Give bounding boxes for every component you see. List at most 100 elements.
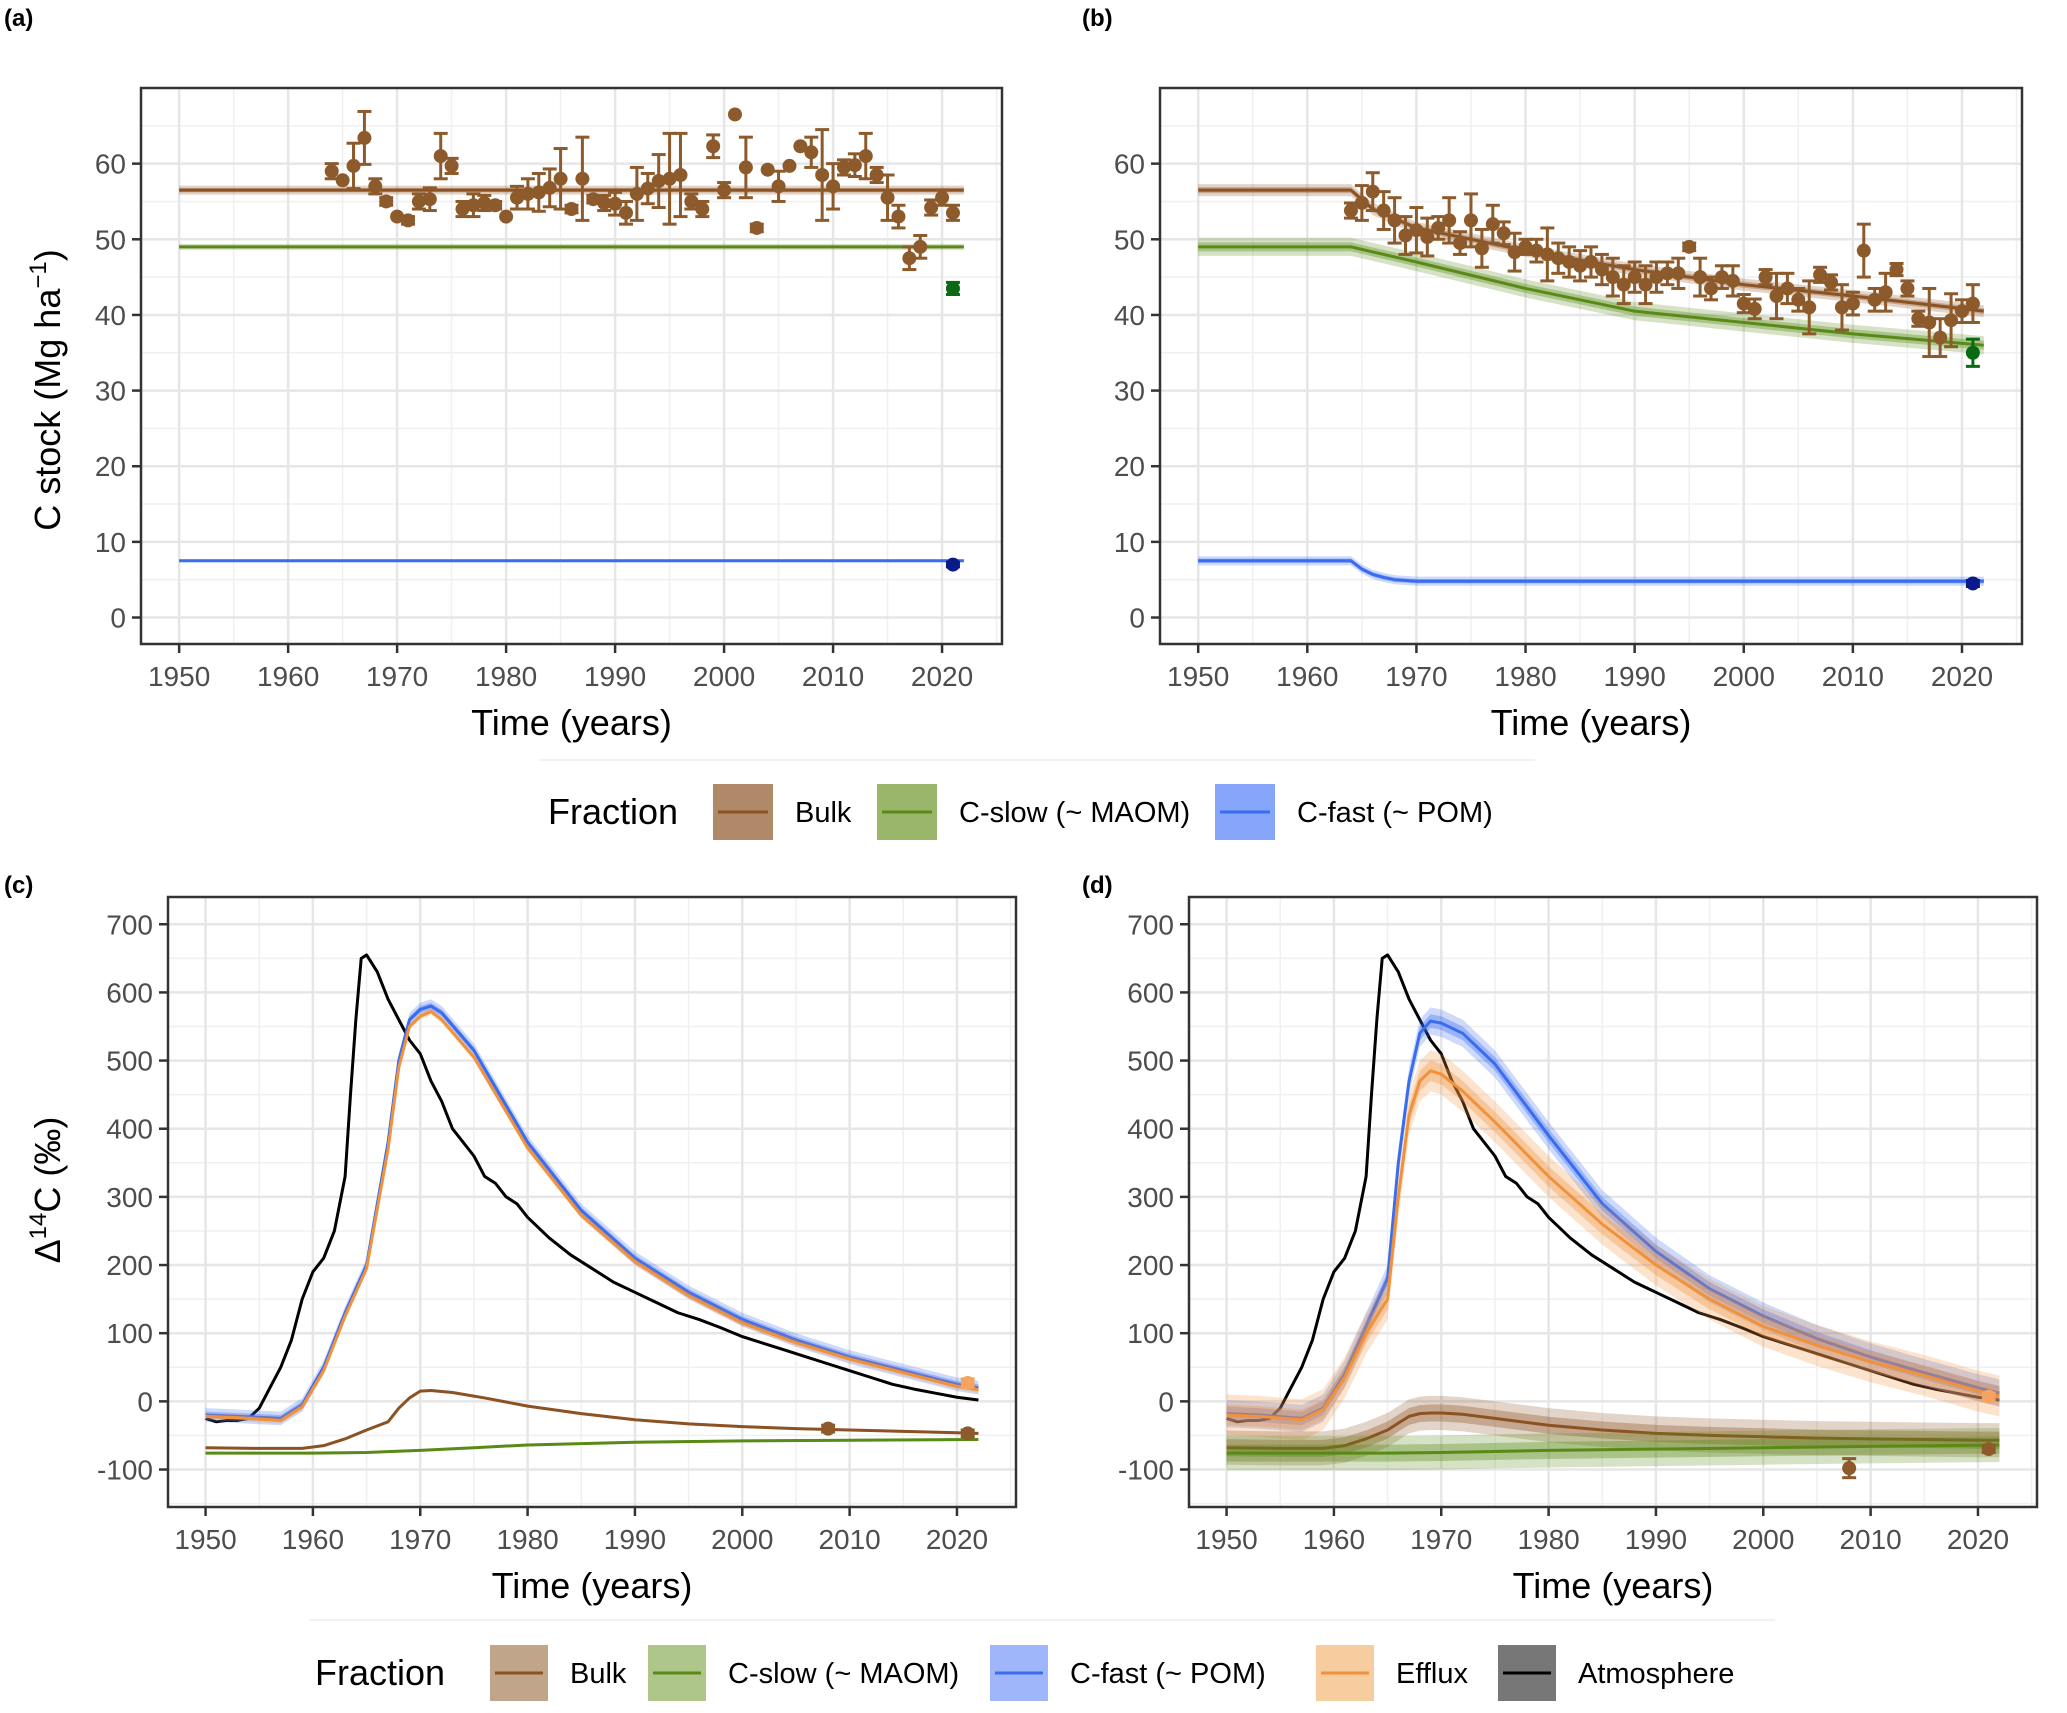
y-tick-label: 0 (137, 1386, 153, 1417)
data-point (960, 1375, 975, 1390)
data-point (821, 1421, 836, 1436)
y-axis-title-stock-close: ) (27, 249, 68, 261)
y-axis-title-d14c-rest: C (‰) (27, 1117, 68, 1213)
data-point (717, 183, 732, 198)
data-point (1671, 266, 1686, 281)
data-point (1474, 241, 1489, 256)
panel-a: 1950 1960 1970 1980 1990 2000 2010 2020 0 10 20 30 4… (95, 86, 1004, 743)
x-axis-title: Time (years) (492, 1565, 693, 1606)
series-band-c-slow-maom (1198, 237, 1984, 355)
data-point (1834, 300, 1849, 315)
data-point (945, 205, 960, 220)
legend-item-c-fast-pom: C-fast (~ POM) (990, 1645, 1266, 1701)
data-point (706, 139, 721, 154)
data-point (1682, 239, 1697, 254)
y-tick-label: 200 (1127, 1250, 1174, 1281)
y-tick-label: -100 (1118, 1455, 1174, 1486)
data-point (749, 220, 764, 235)
y-tick-label: 400 (106, 1114, 153, 1145)
series-line-c-slow-maom (1198, 245, 1984, 347)
panel-border (1187, 895, 2039, 1509)
data-point (1747, 301, 1762, 316)
series-c-fast-pom (1226, 1007, 2000, 1433)
y-tick-label: 10 (1114, 527, 1145, 558)
legend-item-atmosphere: Atmosphere (1498, 1645, 1734, 1701)
legend-title: Fraction (315, 1652, 445, 1693)
plot-background (168, 897, 1016, 1507)
data-point (1540, 247, 1555, 262)
data-point (673, 167, 688, 182)
data-point (1944, 313, 1959, 328)
data-point (1562, 254, 1577, 269)
data-point (597, 195, 612, 210)
data-point (662, 171, 677, 186)
data-point (1638, 277, 1653, 292)
y-tick-label: 30 (1114, 376, 1145, 407)
data-point (1594, 262, 1609, 277)
data-point (357, 130, 372, 145)
data-point (1867, 292, 1882, 307)
y-tick-label: 50 (95, 224, 126, 255)
y-tick-label: 60 (95, 149, 126, 180)
legend-label: Atmosphere (1578, 1658, 1734, 1690)
legend-label: C-slow (~ MAOM) (728, 1658, 959, 1690)
data-point (390, 209, 405, 224)
series-line-c-fast-pom (1198, 559, 1984, 583)
x-tick-label: 1990 (604, 1524, 666, 1555)
data-point (836, 160, 851, 175)
panel-border (139, 86, 1004, 646)
observations-efflux (960, 1375, 975, 1390)
x-tick-label: 1990 (1625, 1524, 1687, 1555)
data-point (1758, 270, 1773, 285)
y-axis-title-d14c-sup: 14 (25, 1213, 52, 1240)
data-point (542, 180, 557, 195)
data-point (891, 209, 906, 224)
data-point (1660, 266, 1675, 281)
legend-label: C-slow (~ MAOM) (959, 797, 1190, 829)
data-point (1954, 304, 1969, 319)
series-band-c-fast-pom (1226, 1007, 2000, 1433)
data-point (1496, 226, 1511, 241)
data-point (466, 198, 481, 213)
data-point (793, 139, 808, 154)
data-point (1463, 213, 1478, 228)
y-tick-label: 400 (1127, 1114, 1174, 1145)
data-point (1845, 296, 1860, 311)
data-point (1518, 239, 1533, 254)
data-point (902, 251, 917, 266)
data-point (847, 158, 862, 173)
data-point (368, 179, 383, 194)
data-point (1693, 270, 1708, 285)
data-point (1584, 254, 1598, 269)
series-atmosphere (205, 953, 979, 1424)
data-point (1813, 267, 1828, 282)
legend-title: Fraction (548, 791, 678, 832)
series-line-c-slow-maom (1226, 1443, 2000, 1455)
data-point (488, 198, 503, 213)
data-point (401, 213, 416, 228)
series-c-fast-pom (205, 999, 979, 1426)
data-point (826, 179, 841, 194)
data-point (1343, 203, 1358, 218)
data-point (869, 167, 884, 182)
legend-label: Bulk (795, 797, 852, 829)
data-point (1365, 184, 1380, 199)
data-point (858, 149, 873, 164)
series-line-c-fast-pom (1226, 1019, 2000, 1420)
data-point (651, 174, 666, 189)
x-tick-label: 1980 (1517, 1524, 1579, 1555)
legend-item-bulk: Bulk (490, 1645, 627, 1701)
y-tick-label: 50 (1114, 224, 1145, 255)
x-tick-label: 2000 (1732, 1524, 1794, 1555)
data-point (1573, 258, 1588, 273)
y-tick-label: 500 (1127, 1046, 1174, 1077)
data-point (1791, 292, 1806, 307)
data-point (1485, 217, 1500, 232)
x-axis-title: Time (years) (471, 702, 672, 743)
x-tick-label: 1990 (1603, 661, 1665, 692)
data-point (945, 557, 960, 572)
data-point (411, 194, 426, 209)
x-tick-label: 1970 (1385, 661, 1447, 692)
series-line-bulk (1226, 1411, 2000, 1450)
data-point (1605, 270, 1620, 285)
